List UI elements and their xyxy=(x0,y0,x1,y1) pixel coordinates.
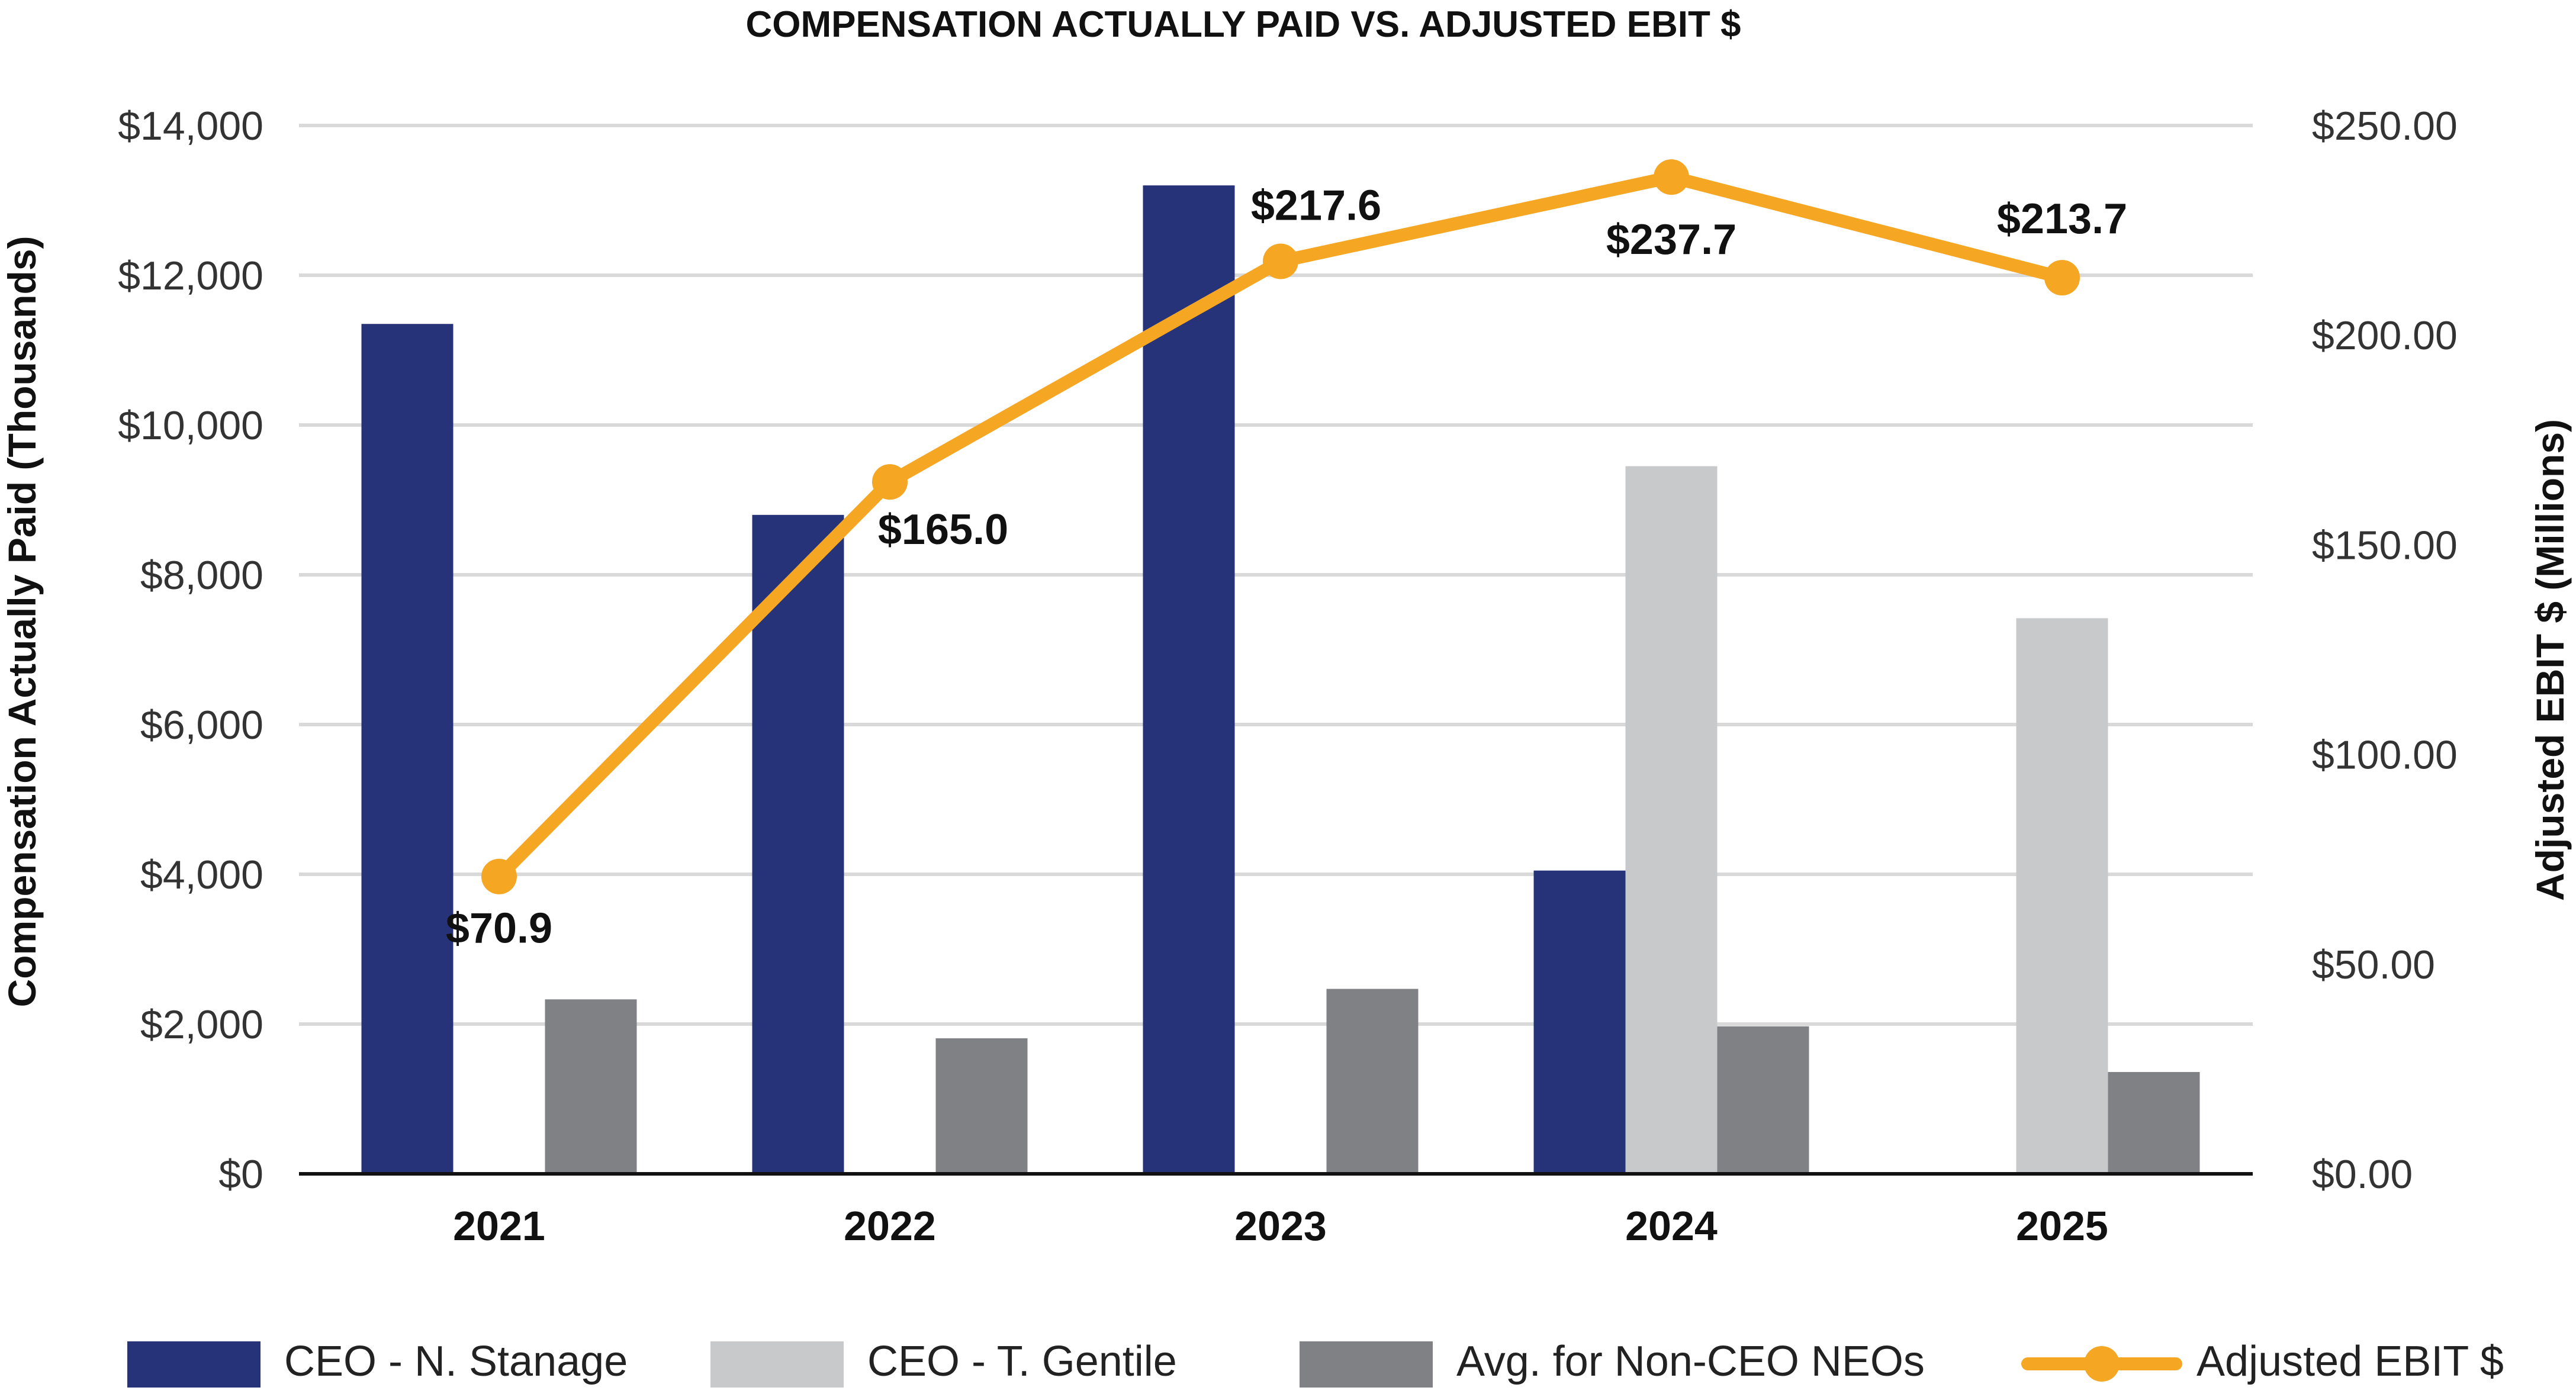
legend-label: CEO - T. Gentile xyxy=(867,1338,1177,1385)
bar-avg-for-non-ceo-neos-2022 xyxy=(935,1038,1028,1174)
bar-ceo-n-stanage-2022 xyxy=(752,514,844,1174)
ebit-marker-2025 xyxy=(2044,260,2080,296)
legend-label: CEO - N. Stanage xyxy=(284,1338,628,1385)
legend-swatch xyxy=(127,1341,261,1388)
bar-ceo-t-gentile-2024 xyxy=(1625,466,1718,1174)
chart-title: COMPENSATION ACTUALLY PAID VS. ADJUSTED … xyxy=(745,4,1741,45)
bar-ceo-n-stanage-2023 xyxy=(1143,185,1235,1174)
x-tick-label: 2022 xyxy=(844,1203,936,1249)
x-tick-label: 2024 xyxy=(1625,1203,1718,1249)
right-axis-label: Adjusted EBIT $ (Millions) xyxy=(2528,419,2572,901)
left-tick-label: $12,000 xyxy=(118,253,263,298)
ebit-data-label: $213.7 xyxy=(1997,195,2127,243)
bar-avg-for-non-ceo-neos-2024 xyxy=(1717,1026,1809,1174)
legend-label: Avg. for Non-CEO NEOs xyxy=(1456,1338,1925,1385)
ebit-line xyxy=(493,170,2069,883)
legend-swatch xyxy=(1300,1341,1433,1388)
legend-swatch xyxy=(710,1341,844,1388)
right-tick-label: $150.00 xyxy=(2312,523,2458,568)
ebit-data-label: $217.6 xyxy=(1251,182,1381,230)
x-tick-label: 2021 xyxy=(453,1203,545,1249)
right-tick-label: $250.00 xyxy=(2312,104,2458,149)
bar-ceo-n-stanage-2021 xyxy=(361,324,454,1174)
bars xyxy=(361,185,2200,1174)
left-tick-label: $8,000 xyxy=(140,553,263,598)
legend: CEO - N. Stanage CEO - T. Gentile Avg. for… xyxy=(127,1338,2504,1388)
bar-ceo-t-gentile-2025 xyxy=(2016,618,2108,1174)
x-tick-label: 2023 xyxy=(1234,1203,1327,1249)
bar-ceo-n-stanage-2024 xyxy=(1533,870,1626,1174)
left-tick-label: $10,000 xyxy=(118,403,263,448)
left-tick-label: $6,000 xyxy=(140,703,263,748)
ebit-data-label: $237.7 xyxy=(1606,216,1736,263)
ebit-data-label: $70.9 xyxy=(446,905,552,952)
x-tick-label: 2025 xyxy=(2016,1203,2108,1249)
right-tick-label: $0.00 xyxy=(2312,1152,2413,1197)
left-tick-label: $14,000 xyxy=(118,104,263,149)
right-tick-label: $50.00 xyxy=(2312,942,2435,987)
right-tick-label: $200.00 xyxy=(2312,313,2458,358)
right-axis-ticks: $0.00 $50.00 $100.00 $150.00 $200.00 $250.00 xyxy=(2312,104,2458,1197)
bar-avg-for-non-ceo-neos-2023 xyxy=(1326,989,1419,1174)
left-axis-ticks: $0 $2,000 $4,000 $6,000 $8,000 $10,000 $12,000… xyxy=(118,104,263,1197)
left-axis-label: Compensation Actually Paid (Thousands) xyxy=(0,236,44,1007)
left-tick-label: $2,000 xyxy=(140,1002,263,1047)
legend-label: Adjusted EBIT $ xyxy=(2196,1338,2504,1385)
ebit-marker-2021 xyxy=(481,858,517,894)
ebit-line-series: $70.9 $165.0 $217.6 $237.7 $213.7 xyxy=(446,159,2127,952)
left-tick-label: $0 xyxy=(218,1152,263,1197)
right-tick-label: $100.00 xyxy=(2312,733,2458,778)
ebit-data-label: $165.0 xyxy=(878,506,1008,553)
x-axis-ticks: 2021 2022 2023 2024 2025 xyxy=(453,1203,2108,1249)
ebit-marker-2023 xyxy=(1263,243,1298,279)
ebit-marker-2024 xyxy=(1654,159,1689,195)
bar-avg-for-non-ceo-neos-2021 xyxy=(545,999,637,1174)
ebit-marker-2022 xyxy=(872,464,908,500)
bar-avg-for-non-ceo-neos-2025 xyxy=(2108,1071,2200,1174)
legend-marker xyxy=(2084,1346,2120,1382)
left-tick-label: $4,000 xyxy=(140,852,263,897)
